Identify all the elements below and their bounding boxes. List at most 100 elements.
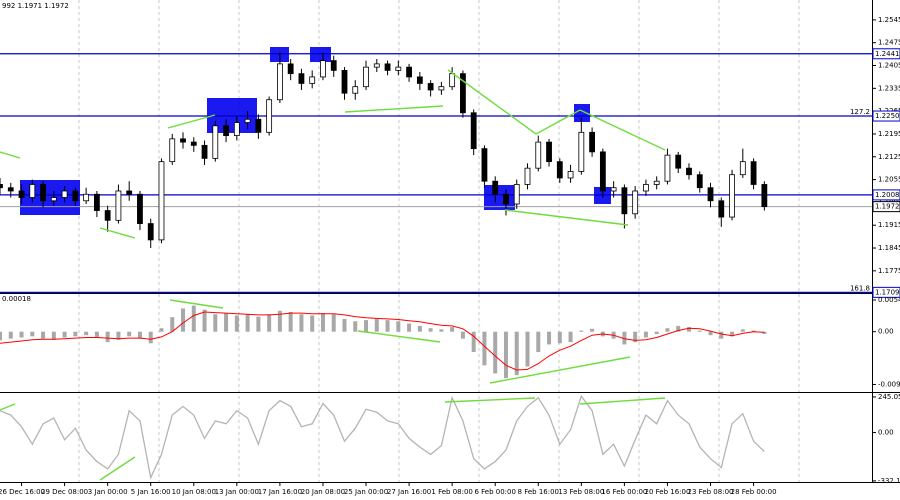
histogram-bar [288,311,293,332]
candle-body [126,190,133,195]
histogram-bar [590,328,595,332]
trend-line [447,69,537,135]
histogram-bar [460,331,465,339]
candle-body [470,112,477,150]
histogram-bar [41,331,46,339]
x-tick-label: 5 Jan 16:00 [131,488,171,496]
histogram-bar [320,313,325,332]
histogram-bar [525,331,530,367]
candle-body [599,151,606,192]
histogram-bar [439,329,444,332]
histogram-bar [740,329,745,332]
y-tick-label: 1.2055 [878,176,900,184]
histogram-bar [8,331,13,339]
candle-body [147,223,154,241]
y-tick-label: 0.00 [878,429,894,437]
x-tick-label: 13 Feb 08:00 [558,488,604,496]
candle-body [739,161,746,176]
trend-lines [0,69,666,481]
y-tick-label: -0.0091 [878,380,900,388]
candle-body [18,190,25,198]
histogram-bar [30,331,35,337]
indicator-header: 0.00018 [2,295,31,303]
trend-line [99,227,136,239]
histogram-bar [654,331,659,335]
level-label: 1.2008 [875,191,900,199]
candle-body [40,184,46,202]
candle-body [761,184,768,208]
candle-body [664,154,671,182]
x-tick-label: 3 Jan 00:00 [88,488,128,496]
histogram-bar [493,331,498,374]
indicator-line [0,311,765,371]
histogram-bar [299,314,304,332]
candle-body [384,63,391,71]
trend-line [0,403,16,411]
histogram-bar [353,321,358,332]
trend-line [535,109,581,135]
histogram-bar [633,331,638,343]
candle-body [589,131,595,153]
candle-body [546,141,552,163]
candle-body [460,73,466,114]
trend-line [444,397,536,403]
candle-body [298,73,305,84]
histogram-bar [547,331,552,345]
histogram-bar [310,315,315,332]
candle-body [373,63,380,68]
x-tick-label: 27 Jan 16:00 [387,488,431,496]
histogram-bar [224,313,229,332]
histogram-bar [73,331,78,337]
candle-body [481,148,488,182]
y-tick-label: 245.0577 [878,393,900,401]
zone [310,47,331,62]
histogram-bar [751,330,756,332]
histogram-bar [719,331,724,339]
candle-body [492,180,499,195]
y-tick-label: -332.186 [878,477,900,485]
x-tick-label: 16 Feb 00:00 [601,488,647,496]
histogram-bar [407,323,412,332]
candle-body [137,193,143,224]
histogram-bar [428,328,433,332]
level-label-box [872,110,900,122]
candle-body [675,154,682,169]
candle-body [83,193,90,202]
candle-body [352,86,359,94]
candle-body [643,184,649,192]
histogram-bar [676,325,681,332]
candle-body [93,193,100,211]
histogram-bar [127,331,132,337]
candle-body [0,184,3,189]
y-tick-label: 0.00 [878,328,894,336]
histogram-bar [191,305,196,332]
candle-body [750,161,757,185]
x-tick-label: 1 Feb 08:00 [431,488,472,496]
histogram-bar [568,331,573,343]
x-tick-label: 8 Feb 16:00 [518,488,559,496]
histogram-bar [256,316,261,332]
histogram-bar [202,309,207,332]
zone [574,104,590,122]
histogram-bar [471,331,476,352]
histogram-bar [148,331,153,344]
histogram-bar [267,314,272,332]
x-tick-label: 23 Feb 08:00 [688,488,734,496]
candle-body [223,125,229,136]
level-label-box [872,189,900,201]
histogram-bar [245,314,250,332]
histogram-bar [19,331,24,338]
zone [484,185,515,210]
candle-body [610,187,617,192]
candle-body [449,73,456,88]
trend-line [357,330,441,343]
histogram-bar [514,331,519,376]
x-tick-label: 10 Jan 08:00 [172,488,216,496]
candle-body [212,125,219,159]
candle-body [244,118,251,123]
histogram-bar [170,317,175,332]
candle-body [513,184,520,205]
x-tick-label: 28 Feb 00:00 [731,488,777,496]
candle-body [621,187,628,215]
